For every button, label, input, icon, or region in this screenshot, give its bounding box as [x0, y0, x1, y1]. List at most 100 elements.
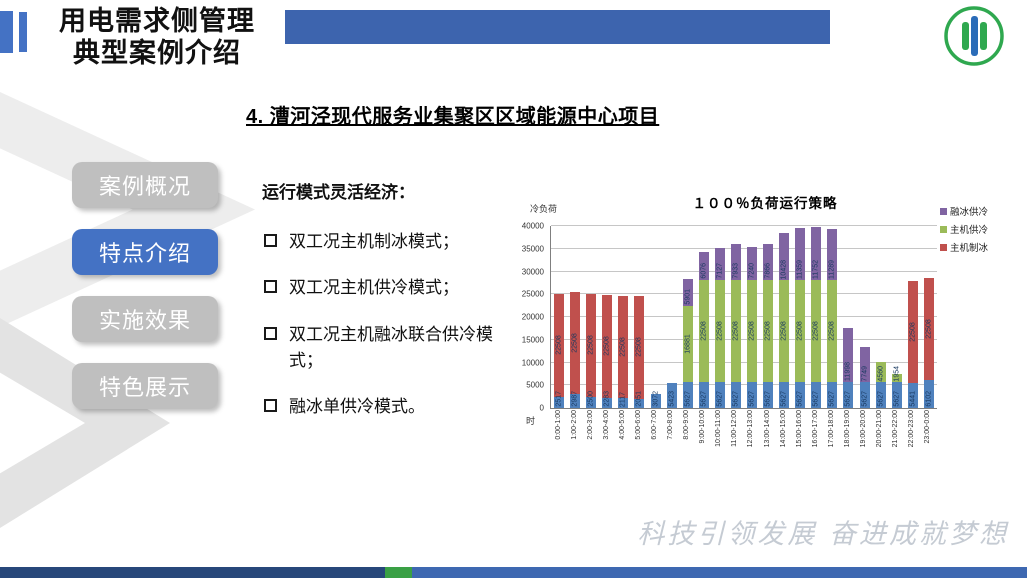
bar-segment-zhuji-gongleng: 22508	[763, 280, 774, 383]
bar-slot: 5627 22508 11289	[824, 226, 840, 408]
bar-segment-zhuji-zhibing: 22508	[554, 294, 565, 397]
legend-item: 融冰供冷	[940, 204, 1014, 218]
bar-slot: 6102 22508	[921, 226, 937, 408]
sidebar-item-2[interactable]: 特点介绍	[72, 229, 218, 275]
bar-value-label: 22508	[764, 321, 772, 341]
y-tick-label: 40000	[521, 221, 544, 231]
bar-value-label: 5627	[877, 391, 885, 407]
sidebar-item-3[interactable]: 实施效果	[72, 296, 218, 342]
bar-slot: 2117 22508	[615, 226, 631, 408]
bar-value-label: 5627	[893, 391, 901, 407]
bar-value-label: 5423	[668, 391, 676, 407]
load-strategy-chart: １００％负荷运行策略 冷负荷 融冰供冷 主机供冷 主机制冰 0 5000 10000 15…	[520, 188, 1014, 480]
square-bullet-icon	[264, 280, 277, 294]
square-bullet-icon	[264, 234, 277, 247]
x-tick-label: 1:00-2:00	[570, 410, 578, 440]
footer-slogan: 科技引领发展 奋进成就梦想	[637, 519, 1009, 550]
bar-value-label: 7866	[764, 263, 772, 279]
x-tick: 17:00-18:00	[823, 410, 839, 468]
x-tick-label: 10:00-11:00	[715, 410, 723, 447]
stacked-bar: 2500 22508	[586, 294, 597, 408]
bar-segment-rongbing-gongleng: 6076	[698, 252, 709, 280]
bar-slot: 5441 22508	[905, 226, 921, 408]
bar-segment-base-blue: 5627	[698, 382, 709, 408]
x-tick-label: 18:00-19:00	[843, 410, 851, 448]
legend-label: 融冰供冷	[950, 207, 989, 218]
bar-segment-base-blue: 5627	[875, 382, 886, 408]
x-tick: 3:00-4:00	[598, 410, 614, 468]
bar-value-label: 22508	[812, 321, 820, 341]
bullet-item-4: 融冰单供冷模式。	[262, 394, 500, 420]
y-tick-label: 10000	[521, 358, 544, 367]
bottom-bar-blue	[412, 567, 1027, 578]
stacked-bar: 5627 22508 7127	[714, 247, 725, 408]
stacked-bar: 2517 22508	[554, 294, 565, 408]
bar-segment-zhuji-gongleng: 22508	[811, 280, 822, 383]
chart-title: １００％负荷运行策略	[692, 196, 838, 211]
stacked-bar: 3072	[650, 391, 661, 408]
bar-value-label: 4560	[877, 365, 885, 382]
x-tick: 4:00-5:00	[614, 410, 630, 468]
gridline	[551, 316, 937, 317]
x-tick-label: 17:00-18:00	[827, 410, 835, 448]
x-tick: 23:00-0:00	[920, 410, 936, 468]
bar-segment-base-blue: 5627	[730, 382, 741, 408]
x-tick: 5:00-6:00	[630, 410, 646, 468]
bullet-text: 融冰单供冷模式。	[289, 397, 425, 417]
x-tick-label: 3:00-4:00	[602, 410, 610, 440]
bar-value-label: 22508	[780, 321, 788, 341]
bar-segment-base-blue: 5441	[907, 383, 918, 408]
bar-segment-rongbing-gongleng: 11752	[811, 226, 822, 280]
stacked-bar: 5627 22508 7866	[763, 244, 774, 408]
x-tick-label: 8:00-9:00	[683, 410, 691, 440]
sidebar-item-4[interactable]: 特色展示	[72, 363, 218, 409]
bar-value-label: 2517	[555, 391, 563, 407]
bar-value-label: 2051	[635, 391, 643, 407]
x-tick-label: 19:00-20:00	[860, 410, 868, 448]
bar-slot: 2283 22508	[599, 226, 615, 408]
x-tick-label: 9:00-10:00	[699, 410, 707, 444]
header-accent-bar	[0, 11, 13, 53]
slide-header-title: 用电需求侧管理 典型案例介绍	[32, 6, 282, 70]
x-tick-label: 21:00-22:00	[892, 410, 900, 448]
bar-slot: 2500 22508	[583, 226, 599, 408]
bar-value-label: 22508	[748, 321, 756, 341]
x-tick-label: 16:00-17:00	[811, 410, 819, 448]
bar-segment-rongbing-gongleng: 7749	[859, 347, 870, 383]
x-tick-label: 11:00-12:00	[731, 410, 739, 447]
x-tick-label: 6:00-7:00	[651, 410, 658, 440]
bar-value-label: 7933	[732, 263, 740, 279]
bar-slot: 2987 22508	[567, 226, 583, 408]
bar-value-label: 6102	[925, 391, 933, 407]
bar-segment-base-blue: 5627	[779, 382, 790, 408]
stacked-bar: 2117 22508	[618, 295, 629, 408]
bar-value-label: 11998	[844, 362, 852, 382]
x-tick-label: 12:00-13:00	[747, 410, 755, 448]
bar-slot: 3072	[647, 226, 663, 408]
stacked-bar: 5441 22508	[907, 280, 918, 408]
stacked-bar: 5627 22508 10428	[779, 232, 790, 408]
bar-value-label: 22508	[571, 333, 579, 353]
bullet-text: 双工况主机制冰模式；	[289, 232, 459, 251]
bar-value-label: 5627	[764, 391, 772, 407]
chart-x-axis-title: 时	[526, 416, 536, 426]
bar-segment-zhuji-zhibing: 22508	[586, 294, 597, 397]
x-tick: 2:00-3:00	[582, 410, 598, 468]
chart-plot-area: 2517 22508 2987 22508 2500 22508 2283 22508 2117…	[550, 225, 937, 409]
bar-segment-base-blue: 2517	[554, 391, 565, 408]
bar-segment-base-blue: 5627	[763, 382, 774, 408]
bar-slot: 5627 22508 7127	[712, 226, 728, 408]
bar-segment-base-blue: 2117	[618, 392, 629, 408]
stacked-bar: 5627 1954	[891, 366, 902, 408]
content-heading: 运行模式灵活经济：	[262, 183, 415, 202]
bar-value-label: 5627	[828, 391, 836, 407]
bar-slot: 5627 22508 7933	[728, 226, 744, 408]
y-axis-labels: 0 5000 10000 15000 20000 25000 30000 35000 40000	[520, 222, 546, 413]
bar-value-label: 22508	[828, 321, 836, 341]
bar-slot: 5627 22508 7866	[760, 226, 776, 408]
sidebar-item-1[interactable]: 案例概况	[72, 162, 218, 208]
x-tick-label: 7:00-8:00	[667, 410, 675, 440]
x-tick-label: 2:00-3:00	[586, 410, 594, 440]
stacked-bar: 5627 22508 7240	[746, 247, 757, 408]
bar-segment-rongbing-gongleng: 7933	[730, 243, 741, 280]
